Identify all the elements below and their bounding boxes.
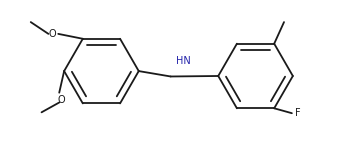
Text: HN: HN: [176, 56, 191, 66]
Text: F: F: [295, 108, 300, 118]
Text: O: O: [57, 95, 65, 105]
Text: O: O: [49, 29, 56, 39]
